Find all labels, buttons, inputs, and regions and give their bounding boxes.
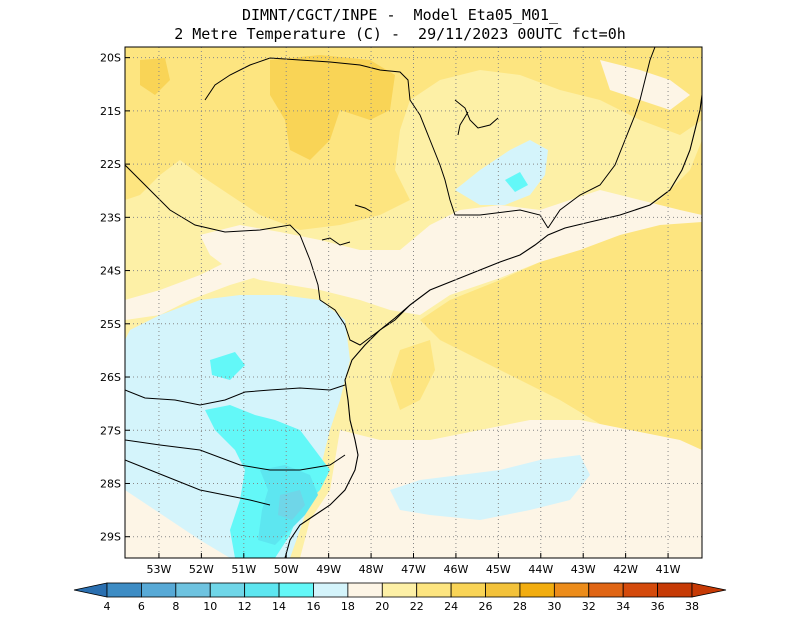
colorbar-segment [416, 582, 452, 598]
colorbar-label: 4 [104, 600, 111, 613]
boundary-pr-sp [319, 299, 411, 346]
colorbar-segment [588, 582, 624, 598]
colorbar-label: 12 [238, 600, 252, 613]
lon-label: 50W [274, 563, 299, 576]
colorbar-segment [313, 582, 349, 598]
map-subtitle: 2 Metre Temperature (C) - 29/11/2023 00U… [174, 25, 626, 43]
colorbar-label: 34 [616, 600, 630, 613]
colorbar-label: 14 [272, 600, 286, 613]
colorbar-label: 16 [306, 600, 320, 613]
lat-label: 23S [100, 211, 121, 224]
colorbar-segment [485, 582, 521, 598]
lon-label: 52W [189, 563, 214, 576]
colorbar-segment [209, 582, 246, 598]
lat-label: 22S [100, 158, 121, 171]
boundary-pr-sc [125, 384, 346, 406]
boundary-sp-ms-north [125, 164, 321, 301]
lon-label: 43W [571, 563, 596, 576]
field-16-18-spot-a [210, 352, 245, 380]
reservoir-west [321, 237, 351, 246]
colorbar-segment [175, 582, 211, 598]
colorbar-label: 38 [685, 600, 699, 613]
lon-label: 53W [147, 563, 172, 576]
colorbar-label: 36 [651, 600, 665, 613]
colorbar-segment [106, 582, 142, 598]
boundary-mg-es-rj [547, 47, 656, 229]
lon-label: 44W [528, 563, 553, 576]
boundary-sc-rs [125, 439, 346, 471]
field-26-28-spot-west [140, 58, 170, 95]
colorbar-label: 24 [444, 600, 458, 613]
map-title: DIMNT/CGCT/INPE - Model Eta05_M01_ [241, 6, 559, 24]
lon-label: 48W [359, 563, 384, 576]
field-18-20-south-coast [390, 455, 590, 520]
lat-label: 20S [100, 52, 121, 65]
lon-label: 42W [613, 563, 638, 576]
field-24-26-north [125, 47, 702, 230]
colorbar-label: 6 [138, 600, 145, 613]
lat-label: 26S [100, 371, 121, 384]
lat-label: 25S [100, 318, 121, 331]
colorbar-arrow-low [73, 582, 108, 598]
colorbar-segment [657, 582, 693, 598]
colorbar-segment [141, 582, 177, 598]
colorbar-label: 26 [479, 600, 493, 613]
lake-furnas [454, 99, 499, 136]
colorbar-label: 30 [547, 600, 561, 613]
colorbar-segment [278, 582, 314, 598]
lat-label: 27S [100, 424, 121, 437]
lon-label: 45W [486, 563, 511, 576]
lat-label: 29S [100, 531, 121, 544]
longitude-labels: 53W 52W 51W 50W 49W 48W 47W 46W 45W 44W 43W 42W 41W [147, 563, 681, 576]
coastline [284, 94, 702, 558]
graticule [125, 47, 702, 558]
colorbar-segment [244, 582, 280, 598]
colorbar-segment [381, 582, 418, 598]
field-20-22-north-strip [600, 60, 690, 110]
colorbar-segment [553, 582, 590, 598]
colorbar-segment [450, 582, 486, 598]
field-18-20-northeast [455, 140, 548, 205]
state-boundaries [125, 47, 702, 558]
field-26-28-spot-mid [290, 115, 325, 155]
latitude-labels: 20S 21S 22S 23S 24S 25S 26S 27S 28S 29S [100, 52, 121, 544]
lon-label: 49W [316, 563, 341, 576]
colorbar-segment [347, 582, 383, 598]
field-16-18-spot-b [505, 172, 528, 192]
colorbar-label: 8 [172, 600, 179, 613]
field-12-14-core [278, 490, 305, 520]
colorbar-segment [622, 582, 658, 598]
field-24-26-coast-strip [390, 340, 435, 410]
lon-label: 46W [443, 563, 468, 576]
lon-label: 41W [656, 563, 681, 576]
boundary-mg-sp [204, 57, 549, 229]
map-frame [124, 46, 703, 559]
colorbar-label: 22 [410, 600, 424, 613]
colorbar-label: 32 [582, 600, 596, 613]
colorbar-label: 18 [341, 600, 355, 613]
lon-label: 51W [231, 563, 256, 576]
lat-label: 28S [100, 477, 121, 490]
colorbar-label: 10 [203, 600, 217, 613]
colorbar-arrow-high [691, 582, 727, 598]
field-20-22-central [200, 190, 702, 315]
lon-label: 47W [401, 563, 426, 576]
lat-label: 21S [100, 105, 121, 118]
colorbar-label: 28 [513, 600, 527, 613]
colorbar-label: 20 [375, 600, 389, 613]
reservoir-center [354, 204, 373, 213]
boundary-argentina [125, 459, 271, 506]
lat-label: 24S [100, 265, 121, 278]
colorbar-segment [519, 582, 555, 598]
temperature-field [125, 47, 702, 558]
temperature-colorbar: 4 6 8 10 12 14 16 18 20 22 24 26 28 30 32 34 36 38 [73, 582, 727, 613]
